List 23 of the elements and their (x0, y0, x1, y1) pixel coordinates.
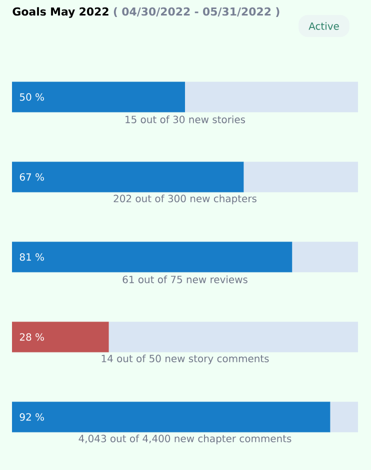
bar (12, 82, 185, 112)
bar (244, 162, 358, 192)
chart-title: Goals May 2022 (12, 7, 108, 18)
bar (108, 322, 358, 352)
y-tick-label: 4,043 out of 4,400 new chapter comments (78, 434, 292, 444)
bar (12, 322, 109, 352)
text: Active (308, 22, 339, 30)
chart-subtitle: ( 04/30/2022 - 05/31/2022 ) (114, 7, 280, 17)
bar (330, 402, 358, 432)
data-label: 67 % (20, 173, 44, 181)
bar (292, 242, 358, 272)
data-label: 50 % (20, 93, 44, 101)
bar (12, 402, 330, 432)
y-tick-label: 14 out of 50 new story comments (102, 354, 269, 364)
data-label: 81 % (20, 253, 44, 261)
data-label: 92 % (20, 413, 44, 421)
y-tick-label: 202 out of 300 new chapters (114, 194, 256, 204)
bar (12, 242, 292, 272)
y-tick-label: 61 out of 75 new reviews (122, 276, 248, 284)
bar (12, 162, 244, 192)
data-label: 28 % (20, 333, 44, 341)
bar (185, 82, 358, 112)
y-tick-label: 15 out of 30 new stories (126, 116, 246, 124)
